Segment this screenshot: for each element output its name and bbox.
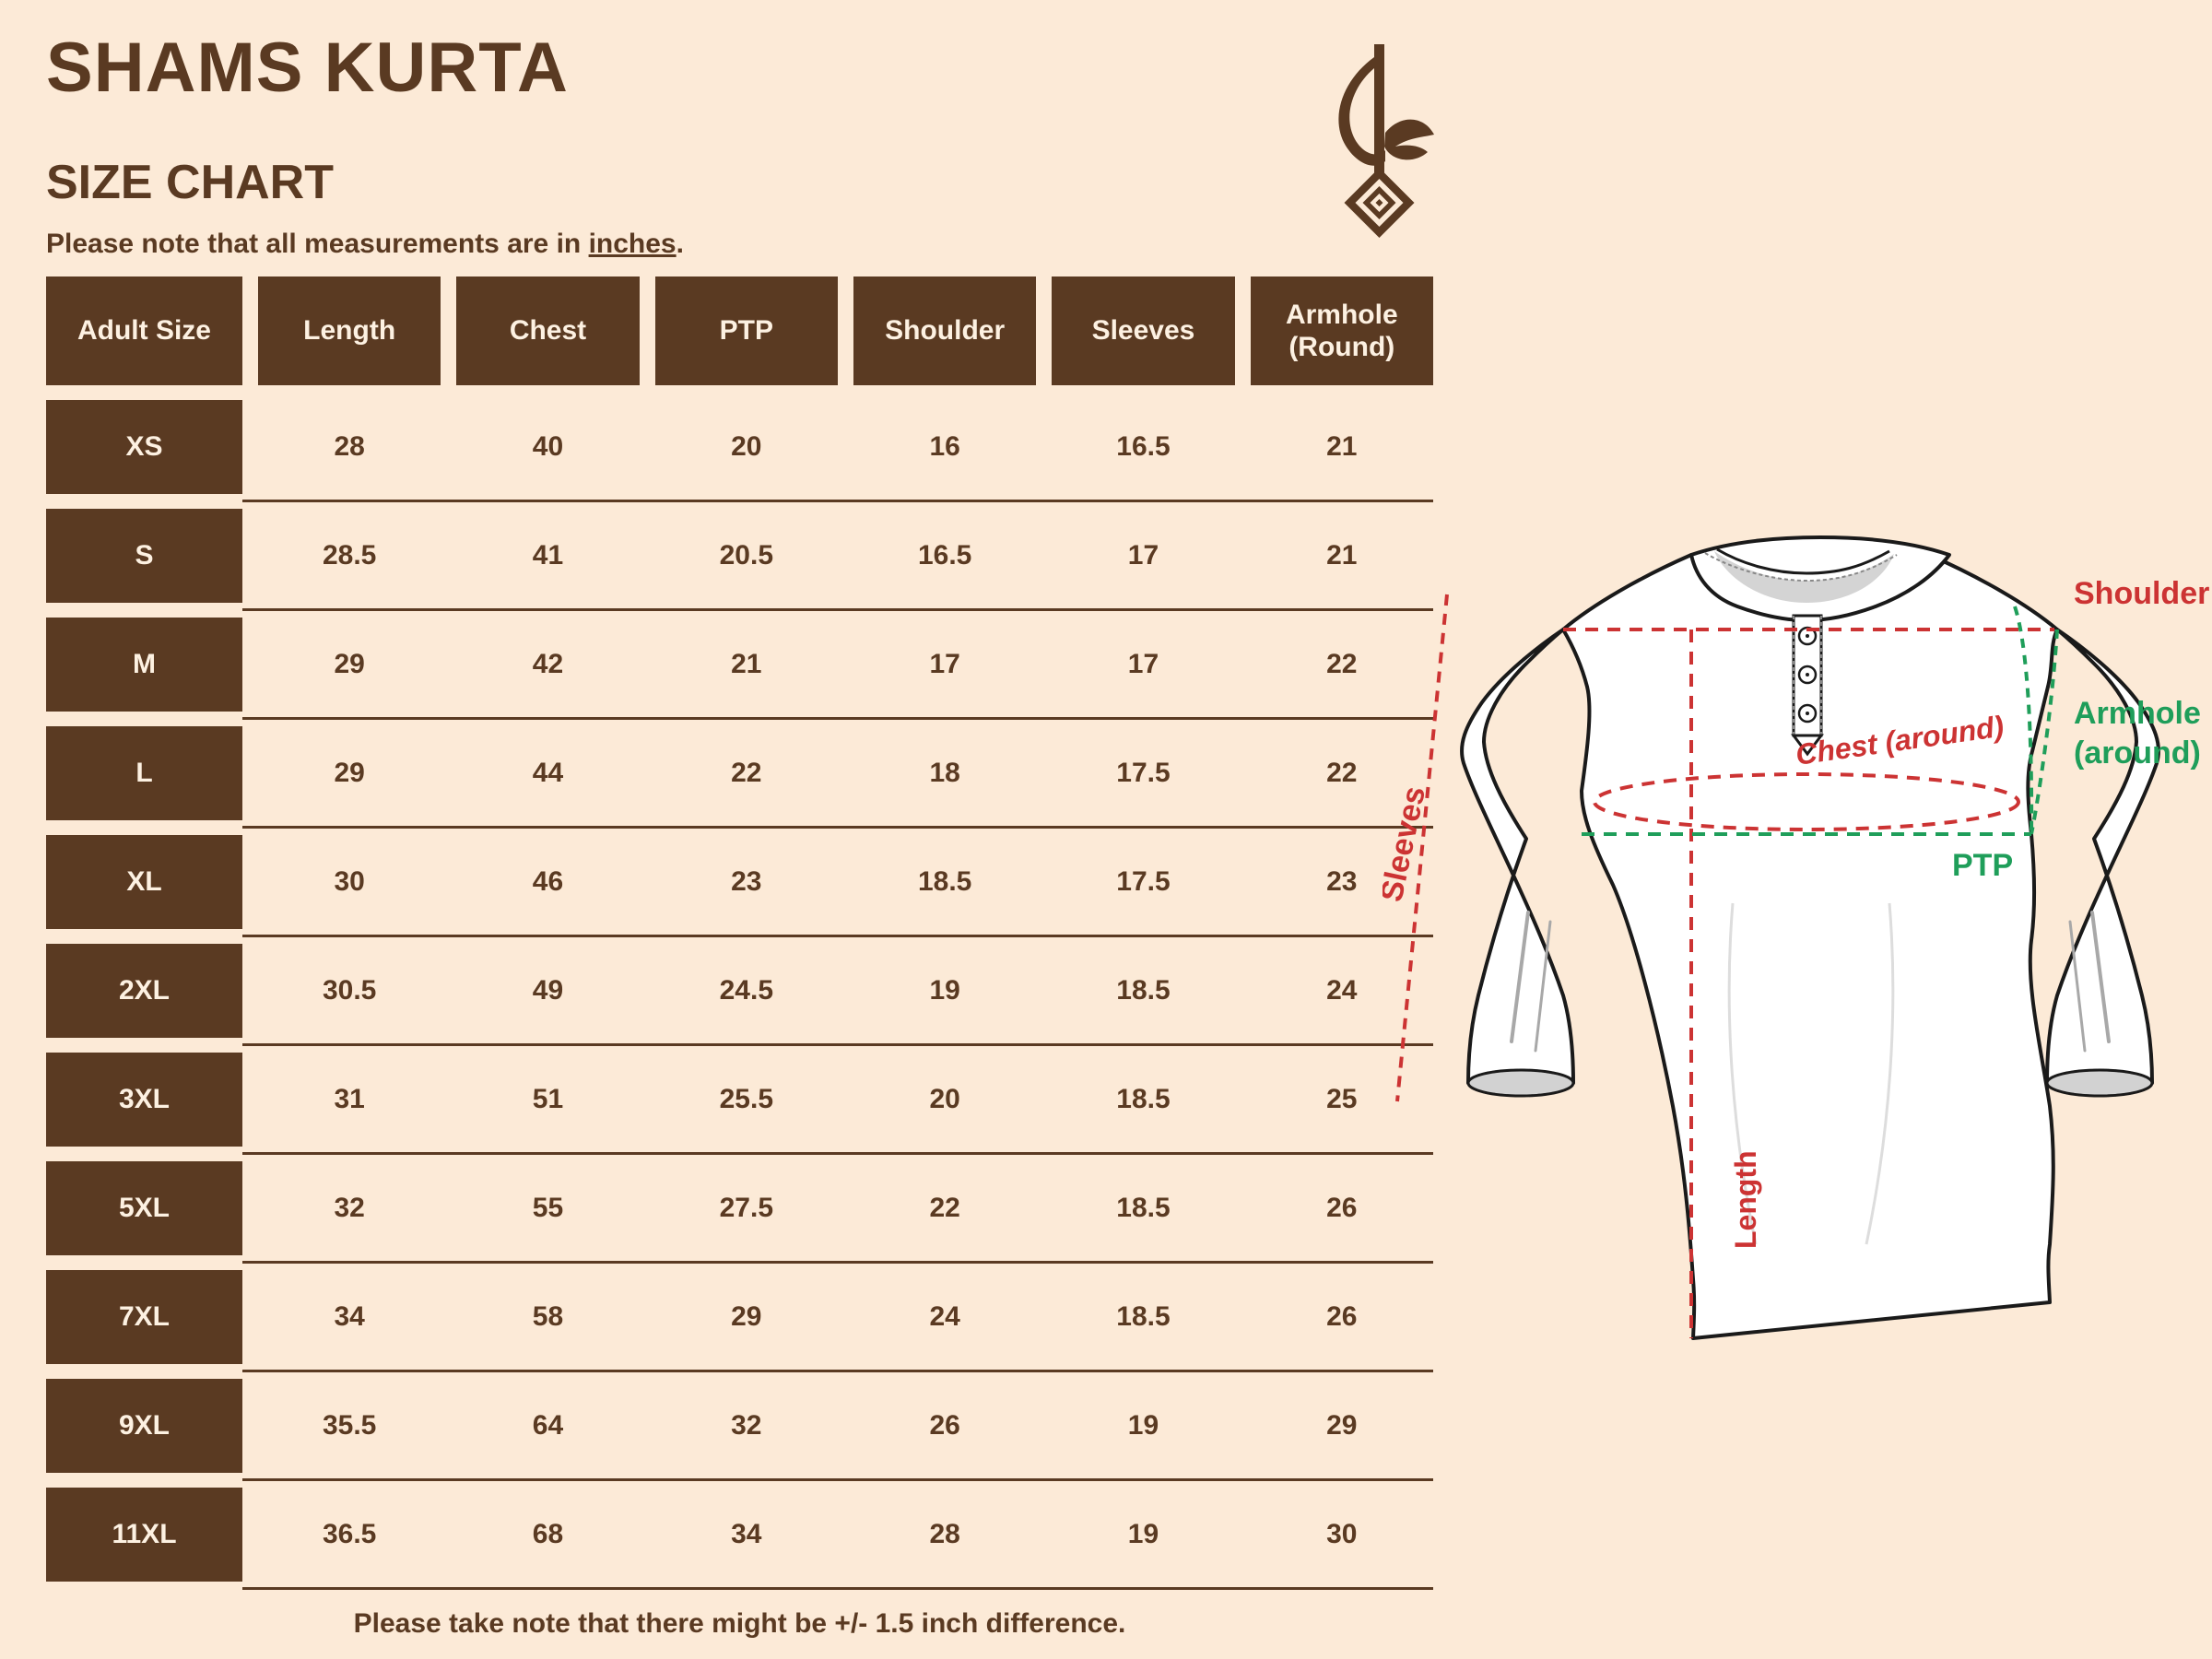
svg-text:Shoulder: Shoulder xyxy=(2074,576,2209,611)
svg-text:Length: Length xyxy=(1729,1150,1762,1249)
svg-text:PTP: PTP xyxy=(1952,848,2013,883)
svg-text:(around): (around) xyxy=(2074,735,2201,771)
svg-text:Armhole: Armhole xyxy=(2074,696,2201,731)
svg-text:Sleeves: Sleeves xyxy=(1382,783,1432,905)
